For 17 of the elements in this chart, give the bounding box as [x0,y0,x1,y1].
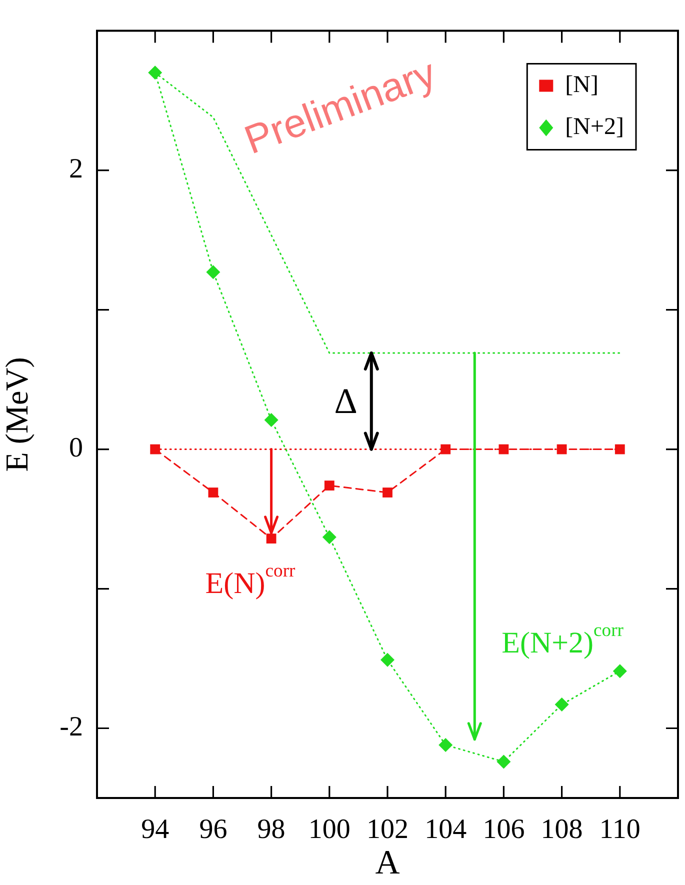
x-axis-title: A [375,844,400,882]
x-tick-label: 106 [482,814,525,846]
y-tick-label: 2 [69,154,83,185]
legend-label: [N] [565,72,598,98]
x-tick-label: 104 [424,814,467,846]
legend-label: [N+2] [565,114,624,140]
y-tick-label: 0 [69,432,83,464]
annotation: Δ [334,381,358,422]
y-tick-label: -2 [60,712,83,743]
x-tick-label: 100 [308,814,350,846]
y-axis-title: E (MeV) [0,357,35,472]
x-tick-label: 98 [257,814,286,846]
x-tick-label: 94 [141,814,170,846]
x-tick-label: 102 [366,814,408,846]
x-tick-label: 110 [599,814,640,846]
x-tick-label: 96 [199,814,228,846]
x-tick-label: 108 [540,814,583,846]
